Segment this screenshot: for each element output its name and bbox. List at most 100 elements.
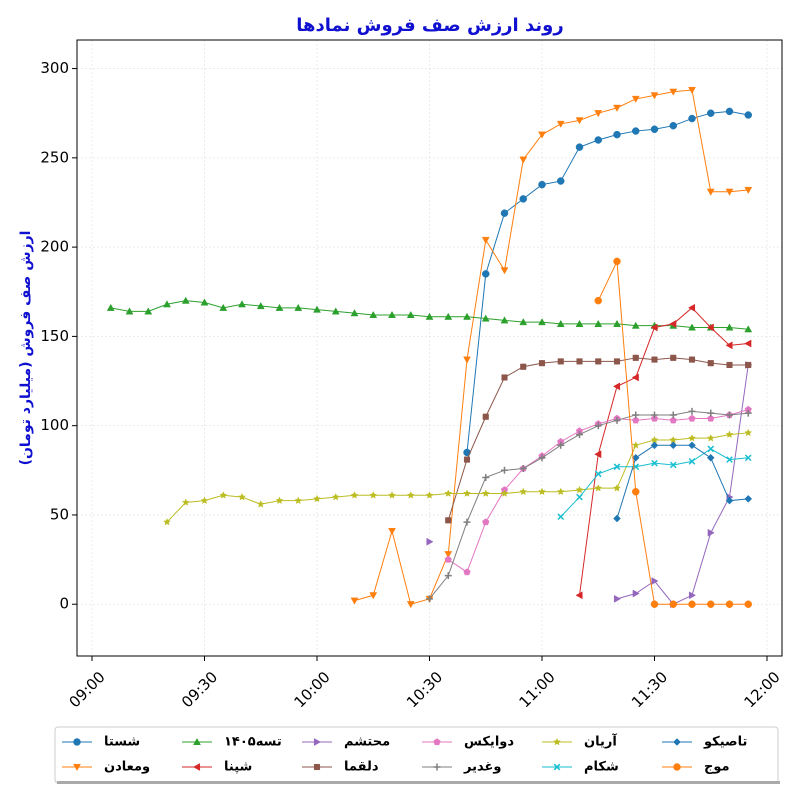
marker — [538, 454, 546, 462]
marker — [482, 518, 490, 526]
marker — [482, 413, 489, 420]
marker — [519, 195, 528, 203]
marker — [650, 600, 659, 608]
y-tick-label: 250 — [40, 148, 69, 166]
marker — [433, 763, 441, 771]
marker — [687, 303, 696, 312]
marker — [651, 459, 658, 467]
marker — [651, 356, 658, 363]
marker — [744, 325, 753, 333]
series-line — [354, 89, 749, 605]
marker — [350, 491, 359, 499]
marker — [594, 110, 603, 118]
legend-label: دوایکس — [464, 735, 514, 750]
marker — [651, 411, 658, 419]
marker — [744, 339, 752, 348]
marker — [520, 363, 527, 370]
marker — [725, 188, 734, 196]
marker — [650, 125, 659, 134]
marker — [445, 517, 452, 524]
marker — [595, 358, 602, 365]
marker — [594, 296, 603, 305]
marker — [669, 416, 677, 424]
marker — [613, 319, 621, 327]
y-tick-label: 50 — [50, 505, 69, 523]
marker — [463, 568, 471, 576]
legend-label: دلقما — [344, 760, 379, 775]
marker — [538, 131, 546, 139]
marker — [613, 130, 621, 139]
marker — [669, 88, 678, 96]
legend-label: آریان — [584, 733, 617, 750]
marker — [444, 489, 453, 497]
y-tick-label: 100 — [40, 416, 69, 434]
marker — [275, 303, 284, 311]
marker — [673, 738, 681, 746]
marker — [426, 595, 433, 603]
marker — [500, 316, 509, 324]
marker — [369, 491, 378, 499]
marker — [651, 577, 659, 585]
legend-label: تسه۱۴۰۵ — [224, 735, 282, 750]
marker — [425, 491, 434, 499]
marker — [200, 496, 209, 505]
marker — [632, 487, 640, 496]
marker — [163, 300, 171, 308]
marker — [744, 409, 752, 417]
marker — [313, 494, 321, 503]
marker — [256, 302, 265, 310]
marker — [556, 319, 565, 327]
marker — [632, 589, 640, 598]
legend: شستا ومعادن تسه۱۴۰۵ شپنا محتشم دلقما دوایکس وغد… — [54, 726, 780, 784]
marker — [669, 461, 677, 469]
marker — [501, 466, 508, 474]
marker — [725, 323, 734, 331]
marker — [631, 453, 640, 462]
legend-label: شکام — [584, 760, 619, 775]
marker — [575, 319, 584, 327]
marker — [707, 360, 714, 367]
marker — [706, 434, 715, 442]
marker — [519, 465, 527, 473]
marker — [575, 591, 583, 600]
series-line — [579, 307, 749, 596]
marker — [557, 513, 565, 521]
marker — [538, 360, 546, 367]
marker — [406, 310, 415, 319]
marker — [238, 492, 246, 501]
marker — [650, 323, 658, 332]
marker — [73, 763, 81, 772]
marker — [706, 323, 714, 332]
marker — [744, 600, 753, 608]
legend-label: شستا — [104, 735, 140, 750]
marker — [744, 454, 752, 462]
marker — [538, 318, 546, 326]
marker — [193, 737, 201, 746]
marker — [463, 312, 471, 320]
marker — [688, 600, 696, 608]
marker — [575, 117, 584, 125]
marker — [519, 156, 528, 164]
marker — [350, 309, 359, 317]
marker — [481, 489, 490, 497]
marker — [500, 209, 509, 217]
marker — [744, 495, 753, 503]
marker — [725, 496, 734, 505]
marker — [594, 484, 603, 492]
marker — [556, 487, 565, 496]
marker — [688, 458, 696, 465]
marker — [576, 358, 583, 365]
marker — [369, 310, 378, 319]
marker — [688, 407, 696, 415]
marker — [519, 487, 528, 496]
marker — [631, 321, 640, 329]
marker — [613, 416, 621, 424]
y-tick-label: 200 — [40, 238, 69, 256]
marker — [613, 104, 621, 112]
marker — [426, 537, 434, 546]
legend-label: وغدیر — [463, 760, 501, 775]
marker — [388, 491, 396, 499]
y-tick-label: 150 — [40, 327, 69, 345]
marker — [406, 491, 415, 499]
